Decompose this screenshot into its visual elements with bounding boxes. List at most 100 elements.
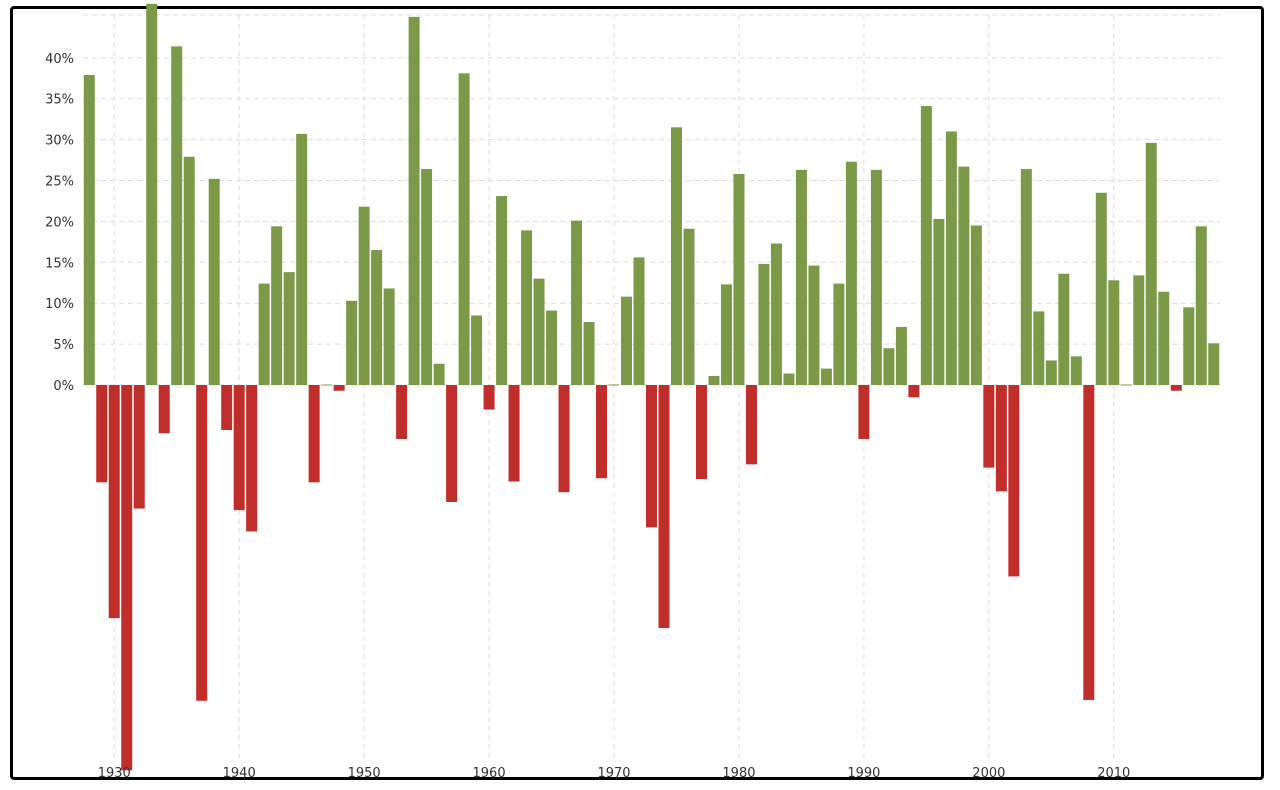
bar-1959[interactable]	[471, 315, 483, 385]
bar-1934[interactable]	[158, 385, 170, 434]
bar-1948[interactable]	[333, 385, 345, 391]
bar-1935[interactable]	[171, 46, 183, 385]
bar-2001[interactable]	[995, 385, 1007, 492]
bar-1998[interactable]	[958, 166, 970, 385]
bar-1944[interactable]	[283, 272, 295, 385]
bar-1971[interactable]	[621, 296, 632, 385]
bar-1940[interactable]	[233, 385, 245, 511]
bar-2010[interactable]	[1108, 280, 1120, 385]
bar-1955[interactable]	[421, 169, 433, 385]
x-tick-label: 2000	[972, 766, 1005, 781]
bar-1999[interactable]	[970, 225, 982, 385]
bar-1928[interactable]	[83, 74, 95, 385]
bar-1992[interactable]	[883, 348, 895, 385]
bar-2007[interactable]	[1070, 356, 1082, 385]
bar-1946[interactable]	[308, 385, 320, 483]
bar-1958[interactable]	[458, 73, 470, 385]
bar-1949[interactable]	[346, 300, 358, 385]
bar-1980[interactable]	[733, 173, 745, 385]
bar-2013[interactable]	[1145, 142, 1157, 385]
bar-1983[interactable]	[770, 243, 782, 385]
bar-1993[interactable]	[895, 326, 907, 385]
bars	[83, 3, 1220, 771]
bar-1961[interactable]	[496, 196, 508, 385]
bar-1957[interactable]	[446, 385, 458, 502]
bar-1979[interactable]	[720, 284, 732, 385]
bar-2004[interactable]	[1033, 311, 1045, 385]
y-axis-labels: 0% 5% 10% 15% 20% 25% 30% 35% 40%	[45, 52, 74, 394]
y-tick-label: 25%	[45, 175, 74, 190]
bar-2017[interactable]	[1195, 226, 1207, 385]
bar-1981[interactable]	[745, 385, 757, 465]
bar-1988[interactable]	[833, 283, 845, 385]
bar-1990[interactable]	[858, 385, 870, 439]
bar-1954[interactable]	[408, 16, 420, 386]
bar-1977[interactable]	[695, 385, 707, 480]
bar-1972[interactable]	[633, 257, 645, 385]
bar-1989[interactable]	[845, 161, 857, 385]
bar-1996[interactable]	[933, 218, 945, 385]
bar-1932[interactable]	[133, 385, 145, 509]
y-tick-label: 20%	[45, 215, 74, 230]
bar-1973[interactable]	[646, 385, 657, 528]
bar-2006[interactable]	[1058, 273, 1070, 385]
bar-1965[interactable]	[546, 310, 558, 385]
bar-1978[interactable]	[708, 376, 720, 385]
bar-2000[interactable]	[983, 385, 995, 468]
bar-2012[interactable]	[1133, 275, 1145, 385]
bar-1942[interactable]	[258, 283, 270, 385]
bar-1938[interactable]	[208, 178, 220, 385]
bar-1968[interactable]	[583, 322, 595, 385]
bar-1969[interactable]	[596, 385, 608, 479]
bar-1960[interactable]	[483, 385, 495, 410]
bar-1966[interactable]	[558, 385, 570, 493]
bar-1964[interactable]	[533, 278, 545, 385]
bar-1991[interactable]	[870, 169, 882, 385]
bar-1985[interactable]	[795, 169, 807, 385]
bar-1962[interactable]	[508, 385, 520, 482]
bar-1987[interactable]	[820, 368, 832, 385]
bar-1956[interactable]	[433, 363, 445, 385]
bar-2008[interactable]	[1083, 385, 1095, 700]
bar-1945[interactable]	[296, 133, 308, 385]
bar-1937[interactable]	[196, 385, 208, 701]
bar-1941[interactable]	[246, 385, 258, 532]
bar-1974[interactable]	[658, 385, 670, 628]
x-tick-label: 1940	[223, 766, 256, 781]
bar-1936[interactable]	[183, 156, 195, 385]
bar-1933[interactable]	[146, 3, 158, 386]
bar-1967[interactable]	[571, 220, 583, 385]
bar-1952[interactable]	[383, 288, 395, 385]
bar-1975[interactable]	[670, 127, 682, 385]
bar-1930[interactable]	[108, 385, 120, 619]
bar-1951[interactable]	[371, 250, 383, 385]
bar-1976[interactable]	[683, 228, 695, 385]
bar-2014[interactable]	[1158, 291, 1170, 385]
bar-1994[interactable]	[908, 385, 920, 398]
bar-2018[interactable]	[1208, 343, 1220, 385]
bar-1950[interactable]	[358, 206, 370, 385]
bar-1939[interactable]	[221, 385, 233, 430]
x-tick-label: 2010	[1097, 766, 1130, 781]
bar-2016[interactable]	[1183, 307, 1195, 385]
bar-1929[interactable]	[96, 385, 108, 483]
bar-1953[interactable]	[396, 385, 408, 439]
bar-1995[interactable]	[920, 106, 932, 385]
bar-1986[interactable]	[808, 265, 820, 385]
bar-2003[interactable]	[1020, 169, 1032, 385]
bar-1997[interactable]	[945, 131, 957, 385]
bar-2009[interactable]	[1095, 192, 1107, 385]
y-tick-label: 10%	[45, 297, 74, 312]
bar-2005[interactable]	[1045, 360, 1057, 385]
bar-1931[interactable]	[121, 385, 133, 771]
bar-1943[interactable]	[271, 226, 283, 385]
bar-1947[interactable]	[321, 384, 333, 386]
bar-2002[interactable]	[1008, 385, 1020, 577]
bar-2011[interactable]	[1120, 384, 1132, 386]
bar-1963[interactable]	[521, 230, 533, 385]
bar-2015[interactable]	[1170, 385, 1182, 391]
bar-1984[interactable]	[783, 373, 795, 385]
bar-1970[interactable]	[608, 384, 620, 386]
bar-1982[interactable]	[758, 263, 770, 385]
